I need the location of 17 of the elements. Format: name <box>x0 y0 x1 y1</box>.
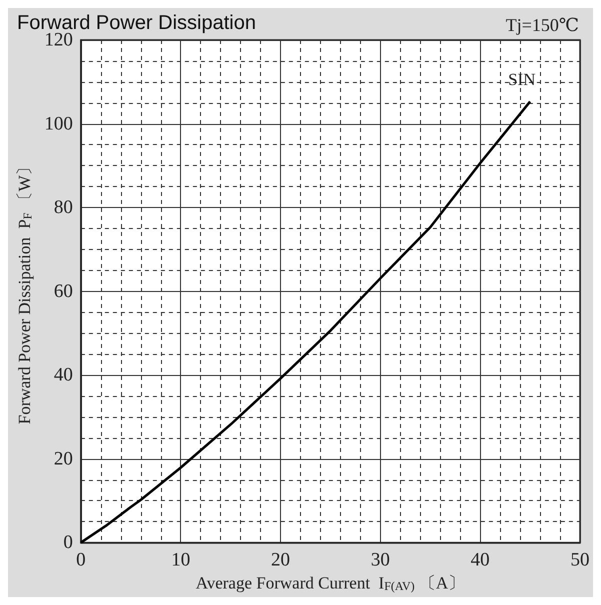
x-tick-label: 30 <box>370 550 390 571</box>
y-tick-label: 100 <box>44 113 73 134</box>
y-axis-title: Forward Power Dissipation PF 〔W〕 <box>15 158 34 424</box>
series-label: SIN <box>508 70 536 90</box>
y-tick-label: 40 <box>54 364 73 386</box>
text: Tj=150℃ <box>506 15 580 35</box>
line-series <box>80 100 532 544</box>
x-tick-label: 40 <box>470 550 490 571</box>
y-tick-label: 0 <box>63 532 73 554</box>
y-tick-label: 80 <box>54 197 73 218</box>
x-tick-label: 50 <box>570 550 590 571</box>
x-tick-label: 0 <box>76 550 86 571</box>
y-tick-label: 60 <box>54 280 73 302</box>
y-tick-label: 20 <box>54 448 73 470</box>
x-tick-label: 10 <box>171 550 190 571</box>
x-axis-title: Average Forward Current IF(AV) 〔A〕 <box>196 574 466 593</box>
x-tick-label: 20 <box>271 550 290 571</box>
